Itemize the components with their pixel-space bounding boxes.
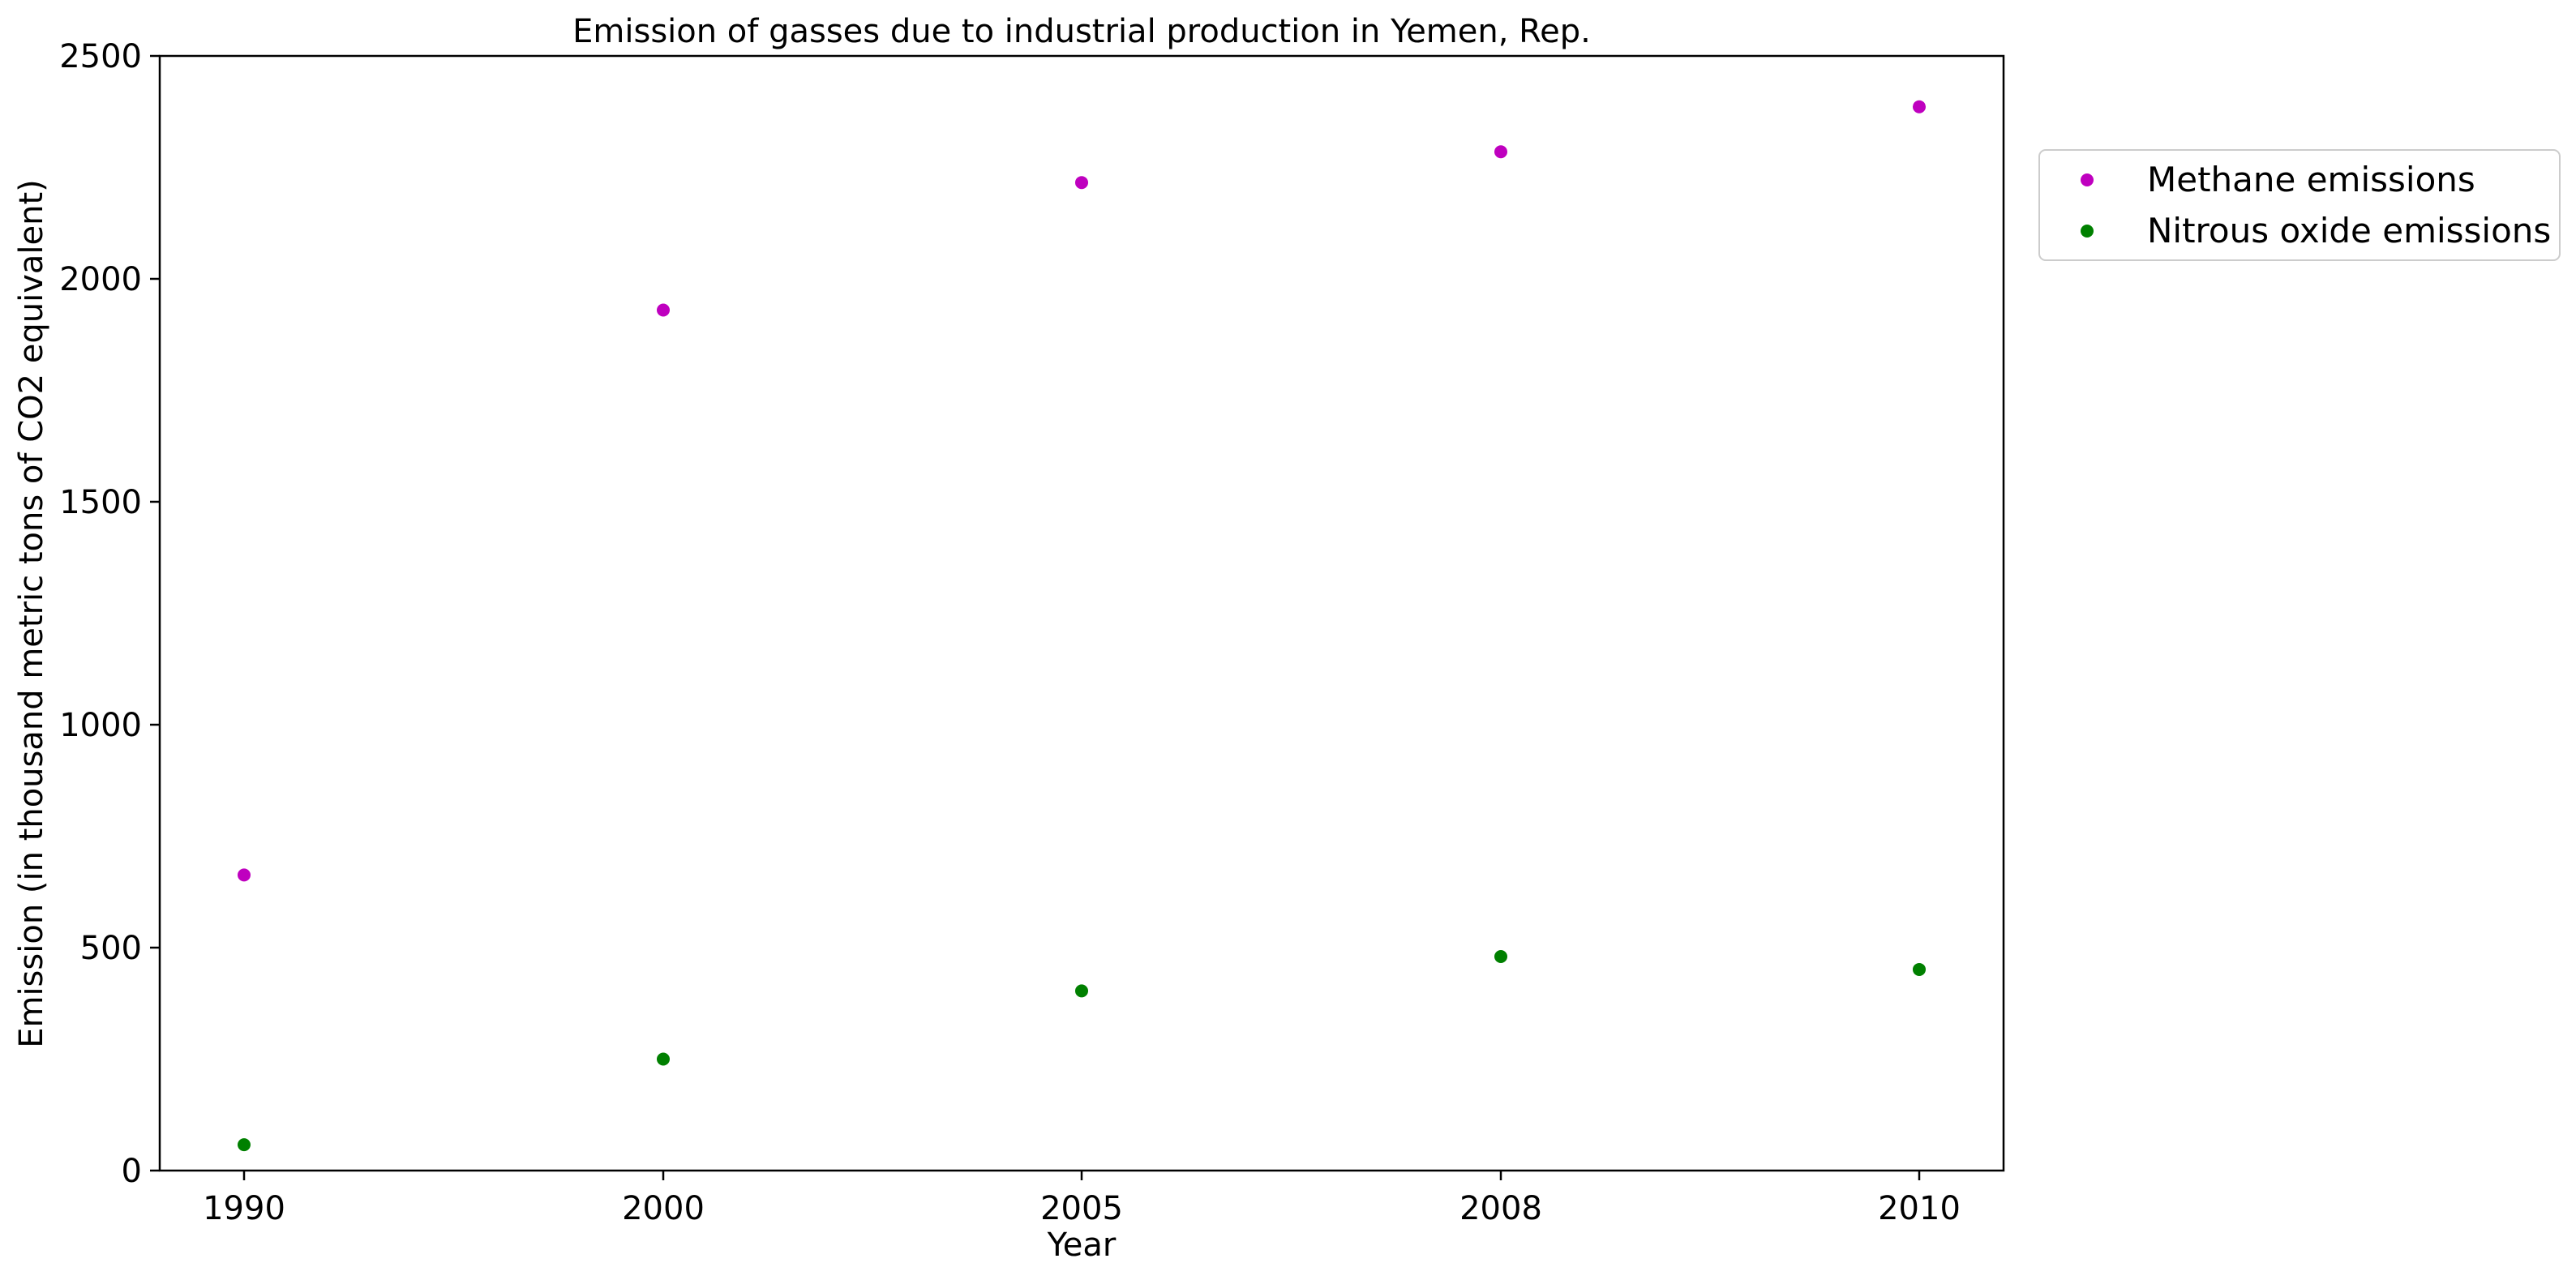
chart-title: Emission of gasses due to industrial pro…: [572, 13, 1591, 50]
legend-box: [2038, 149, 2561, 261]
legend: Methane emissions Nitrous oxide emission…: [2038, 149, 2561, 261]
y-axis-ticks: 0 500 1000 1500 2000 2500: [59, 38, 160, 1190]
data-point-methane-2010: [1913, 100, 1926, 113]
x-tick-label: 2008: [1459, 1190, 1542, 1227]
data-point-methane-2000: [657, 303, 670, 317]
data-point-nitrous-oxide-2008: [1494, 950, 1507, 963]
data-point-methane-2008: [1494, 145, 1507, 159]
y-tick-label: 500: [80, 930, 142, 967]
y-tick-label: 1500: [59, 484, 142, 521]
data-point-nitrous-oxide-2010: [1913, 962, 1926, 976]
y-tick-label: 0: [122, 1153, 142, 1190]
y-tick-label: 1000: [59, 707, 142, 744]
y-tick-label: 2000: [59, 261, 142, 298]
data-point-methane-2005: [1075, 176, 1088, 190]
y-axis-label: Emission (in thousand metric tons of CO2…: [13, 179, 50, 1048]
plot-area-frame: [158, 54, 2005, 1172]
x-tick-label: 2010: [1878, 1190, 1961, 1227]
data-point-nitrous-oxide-2000: [657, 1052, 670, 1066]
x-axis-ticks: 1990 2000 2005 2008 2010: [203, 1171, 1961, 1227]
legend-marker-methane: [2081, 173, 2094, 186]
x-tick-label: 2000: [622, 1190, 705, 1227]
data-point-nitrous-oxide-1990: [238, 1138, 251, 1152]
data-points: [238, 100, 1926, 1152]
data-point-nitrous-oxide-2005: [1075, 984, 1088, 998]
x-axis-label: Year: [1047, 1226, 1117, 1264]
legend-label-methane: Methane emissions: [2147, 160, 2475, 199]
legend-label-nitrous-oxide: Nitrous oxide emissions: [2147, 211, 2551, 250]
y-tick-label: 2500: [59, 38, 142, 75]
x-tick-label: 2005: [1040, 1190, 1123, 1227]
x-tick-label: 1990: [203, 1190, 285, 1227]
legend-marker-nitrous-oxide: [2081, 225, 2094, 238]
data-point-methane-1990: [238, 868, 251, 882]
